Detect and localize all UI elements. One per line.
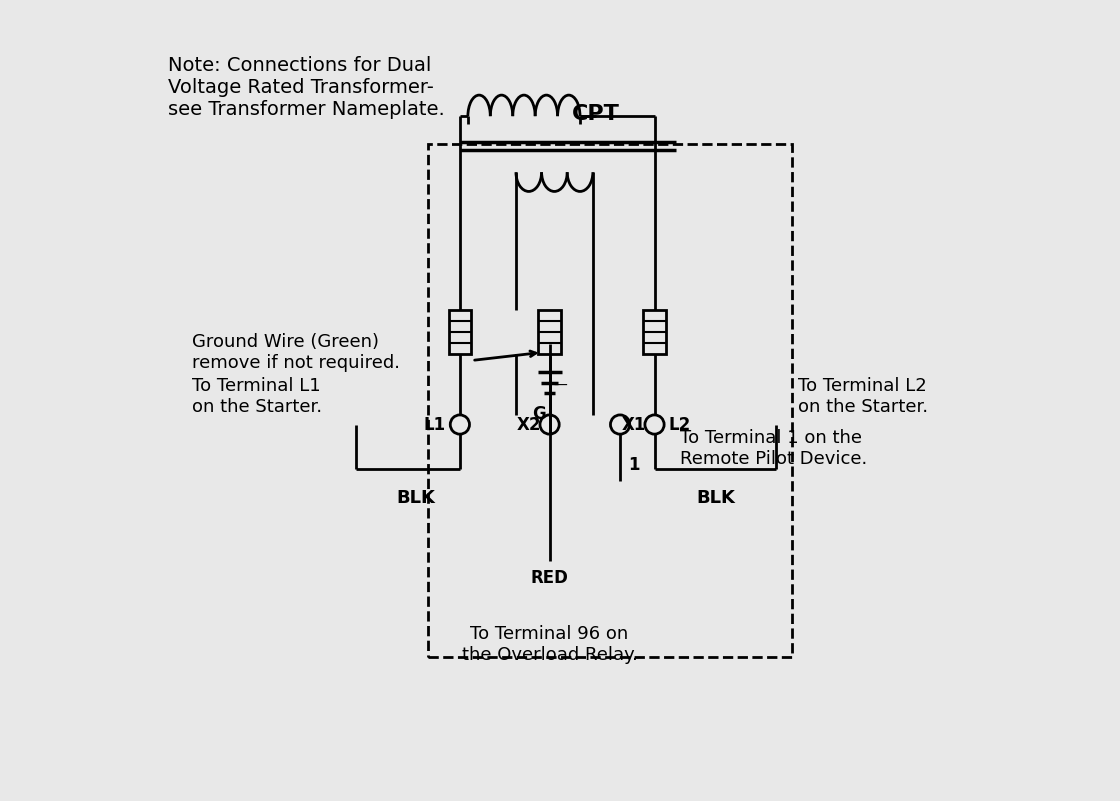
Text: RED: RED (531, 569, 569, 586)
Text: G: G (532, 405, 545, 422)
Text: To Terminal L1
on the Starter.: To Terminal L1 on the Starter. (192, 377, 321, 416)
Text: To Terminal 1 on the
Remote Pilot Device.: To Terminal 1 on the Remote Pilot Device… (680, 429, 867, 468)
Text: Ground Wire (Green)
remove if not required.: Ground Wire (Green) remove if not requir… (192, 333, 400, 372)
Text: L2: L2 (669, 416, 691, 433)
Bar (449, 310, 472, 354)
Text: —: — (553, 379, 568, 393)
Text: To Terminal 96 on
the Overload Relay.: To Terminal 96 on the Overload Relay. (461, 625, 637, 663)
Text: BLK: BLK (396, 489, 436, 506)
Text: L1: L1 (423, 416, 446, 433)
Bar (643, 310, 665, 354)
Text: Note: Connections for Dual
Voltage Rated Transformer-
see Transformer Nameplate.: Note: Connections for Dual Voltage Rated… (168, 56, 445, 119)
Bar (539, 310, 561, 354)
Text: To Terminal L2
on the Starter.: To Terminal L2 on the Starter. (799, 377, 928, 416)
Text: BLK: BLK (696, 489, 735, 506)
Text: X1: X1 (622, 416, 646, 433)
Text: CPT: CPT (572, 104, 620, 124)
Text: X2: X2 (517, 416, 542, 433)
Text: 1: 1 (628, 456, 640, 473)
